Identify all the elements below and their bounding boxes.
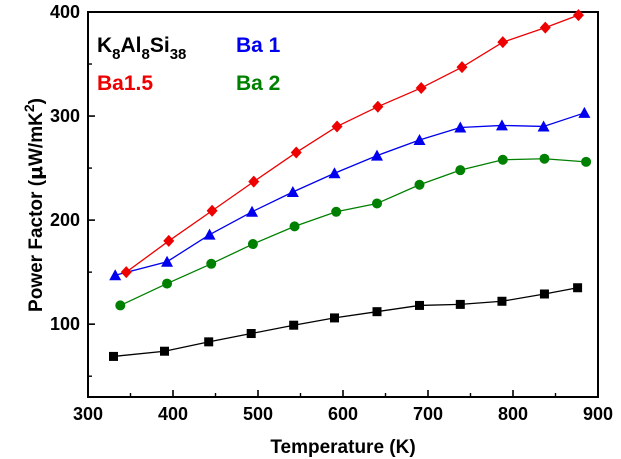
y-axis-label: Power Factor (μW/mK2) [21,98,47,312]
data-point [109,269,122,281]
series-line [115,112,585,276]
data-point [415,81,427,94]
data-point [414,179,425,190]
data-point [206,204,218,217]
data-point [109,351,118,361]
legend-label: K8Al8Si38 [97,34,186,63]
x-tick-label: 800 [498,404,528,424]
data-point [115,300,126,311]
y-tick-label: 400 [50,2,80,22]
legend: K8Al8Si38 Ba 1 Ba1.5 Ba 2 [97,34,281,95]
data-point [539,289,549,299]
series-ba-1 [109,106,591,281]
x-tick-label: 600 [328,404,358,424]
data-point [161,255,174,267]
series-k8al8si38 [109,283,583,361]
legend-label: Ba 1 [236,34,281,57]
series-line [125,14,579,273]
data-point [290,146,302,159]
plot-frame [87,11,599,398]
x-tick-label: 500 [243,404,273,424]
series-ba-2 [115,153,592,311]
data-point [537,120,550,132]
series-layer [109,9,592,361]
y-tick-label: 200 [50,210,80,230]
data-point [455,299,465,309]
y-tick-label: 300 [50,106,80,126]
legend-label: Ba 2 [236,72,280,95]
x-tick-label: 700 [413,404,443,424]
data-point [539,21,551,34]
data-point [120,266,132,279]
data-point [246,205,259,217]
data-point [497,296,507,306]
data-point [415,300,424,310]
data-point [497,154,508,165]
x-tick-label: 400 [158,404,188,424]
data-point [248,175,260,188]
data-point [371,149,383,161]
data-point [372,307,382,317]
x-tick-label: 300 [73,404,103,424]
data-point [331,120,343,133]
x-axis-label: Temperature (K) [270,437,415,458]
data-point [328,167,341,179]
data-point [247,239,258,250]
data-point [456,61,468,74]
data-point [331,206,342,217]
series-ba1-5 [120,9,584,279]
data-point [372,100,384,113]
data-point [162,278,173,289]
data-point [539,153,550,164]
data-point [163,234,175,247]
data-point [246,329,256,339]
x-tick-label: 900 [583,404,613,424]
data-point [497,36,509,49]
data-point [581,156,592,167]
data-point [160,346,169,356]
data-point [455,165,466,176]
series-line [113,287,578,358]
data-point [572,9,584,22]
data-point [413,133,426,145]
data-point [578,106,591,118]
y-tick-label: 100 [50,314,80,334]
data-point [372,198,382,209]
data-point [286,186,299,198]
legend-label: Ba1.5 [97,72,153,95]
data-point [330,313,339,323]
data-point [203,228,216,240]
data-point [206,258,217,269]
axis-ticks: 300 400 500 600 700 800 900 100 200 300 400 [50,2,613,424]
data-point [454,121,467,133]
data-point [204,337,214,347]
data-point [289,221,300,232]
data-point [573,283,583,293]
data-point [289,320,299,330]
series-line [120,158,587,307]
data-point [495,119,508,131]
